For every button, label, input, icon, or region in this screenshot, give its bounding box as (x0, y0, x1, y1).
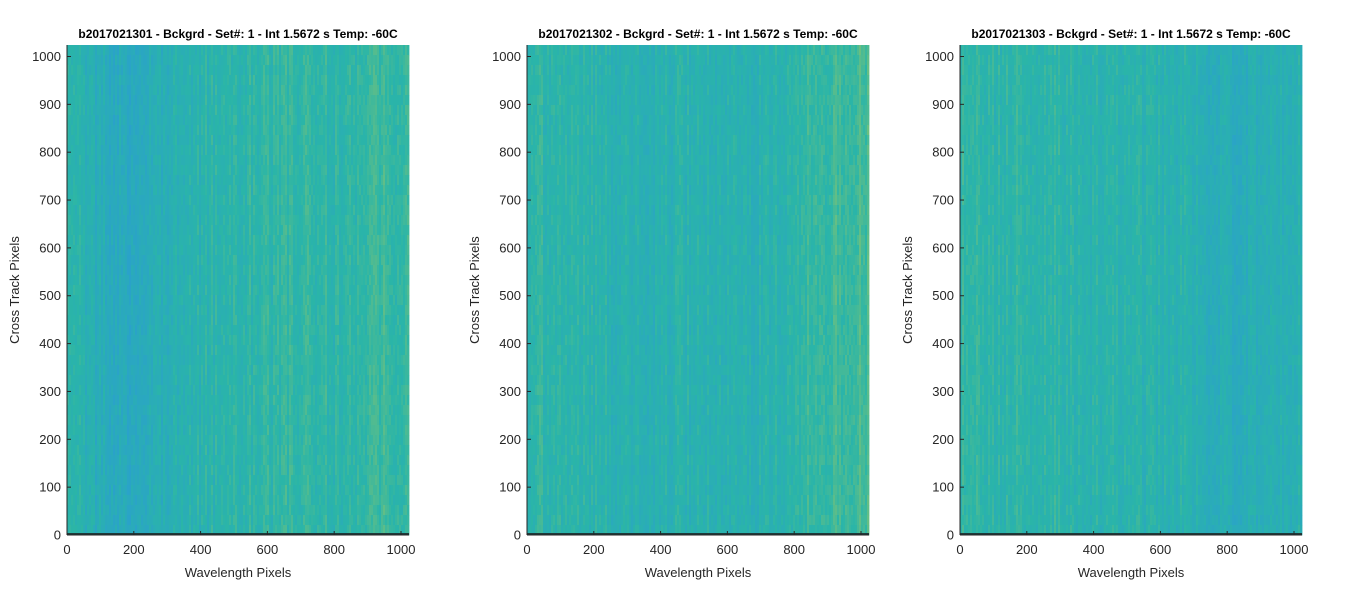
x-tick-label: 800 (783, 542, 805, 557)
y-tick-label: 200 (499, 432, 521, 447)
y-tick-label: 100 (932, 480, 954, 495)
y-tick-label: 100 (499, 480, 521, 495)
y-tick-label: 400 (39, 336, 61, 351)
y-tick-label: 800 (39, 145, 61, 160)
y-tick-label: 0 (514, 528, 521, 543)
y-tick-label: 800 (932, 145, 954, 160)
heatmap-image (527, 45, 869, 535)
y-tick-label: 300 (39, 384, 61, 399)
y-tick-label: 1000 (32, 49, 61, 64)
y-tick-label: 0 (947, 528, 954, 543)
y-tick-label: 400 (932, 336, 954, 351)
x-tick-label: 1000 (847, 542, 876, 557)
y-tick-label: 900 (499, 97, 521, 112)
x-tick-label: 0 (63, 542, 70, 557)
chart-title: b2017021301 - Bckgrd - Set#: 1 - Int 1.5… (78, 27, 398, 41)
y-tick-label: 300 (932, 384, 954, 399)
heatmap-image (960, 45, 1302, 535)
x-axis-label: Wavelength Pixels (645, 565, 752, 580)
y-tick-label: 200 (39, 432, 61, 447)
x-tick-label: 600 (717, 542, 739, 557)
chart-title: b2017021302 - Bckgrd - Set#: 1 - Int 1.5… (538, 27, 858, 41)
x-tick-label: 600 (257, 542, 279, 557)
x-tick-label: 600 (1150, 542, 1172, 557)
y-tick-label: 1000 (492, 49, 521, 64)
y-tick-label: 1000 (925, 49, 954, 64)
heatmap-panel-3: 0 100 200 300 400 500 600 700 800 900 1000 0 200 400 6… (900, 27, 1308, 580)
heatmap-panel-2: 0 100 200 300 400 500 600 700 800 900 1000 0 200 400 6… (467, 27, 875, 580)
y-tick-label: 400 (499, 336, 521, 351)
y-tick-label: 600 (932, 240, 954, 255)
x-tick-label: 800 (1216, 542, 1238, 557)
y-axis-label: Cross Track Pixels (467, 236, 482, 344)
x-tick-label: 200 (1016, 542, 1038, 557)
x-axis-label: Wavelength Pixels (185, 565, 292, 580)
heatmap-image (67, 45, 409, 535)
y-tick-label: 500 (932, 288, 954, 303)
y-tick-label: 700 (932, 193, 954, 208)
y-tick-label: 800 (499, 145, 521, 160)
y-tick-label: 100 (39, 480, 61, 495)
chart-title: b2017021303 - Bckgrd - Set#: 1 - Int 1.5… (971, 27, 1291, 41)
y-tick-label: 500 (499, 288, 521, 303)
y-tick-label: 700 (39, 193, 61, 208)
heatmap-panel-1: 0 100 200 300 400 500 600 700 800 900 1000 0 200 400 6… (7, 27, 415, 580)
x-axis-label: Wavelength Pixels (1078, 565, 1185, 580)
y-tick-label: 0 (54, 528, 61, 543)
x-tick-label: 400 (190, 542, 212, 557)
y-tick-label: 600 (499, 240, 521, 255)
y-tick-label: 900 (932, 97, 954, 112)
y-axis-label: Cross Track Pixels (900, 236, 915, 344)
y-tick-label: 700 (499, 193, 521, 208)
x-tick-label: 200 (123, 542, 145, 557)
x-tick-label: 1000 (1280, 542, 1309, 557)
y-tick-label: 300 (499, 384, 521, 399)
x-tick-label: 200 (583, 542, 605, 557)
x-tick-label: 0 (956, 542, 963, 557)
y-tick-label: 200 (932, 432, 954, 447)
y-tick-label: 900 (39, 97, 61, 112)
y-axis-label: Cross Track Pixels (7, 236, 22, 344)
x-tick-label: 0 (523, 542, 530, 557)
x-tick-label: 400 (650, 542, 672, 557)
x-tick-label: 800 (323, 542, 345, 557)
y-tick-label: 500 (39, 288, 61, 303)
x-tick-label: 1000 (387, 542, 416, 557)
y-tick-label: 600 (39, 240, 61, 255)
x-tick-label: 400 (1083, 542, 1105, 557)
